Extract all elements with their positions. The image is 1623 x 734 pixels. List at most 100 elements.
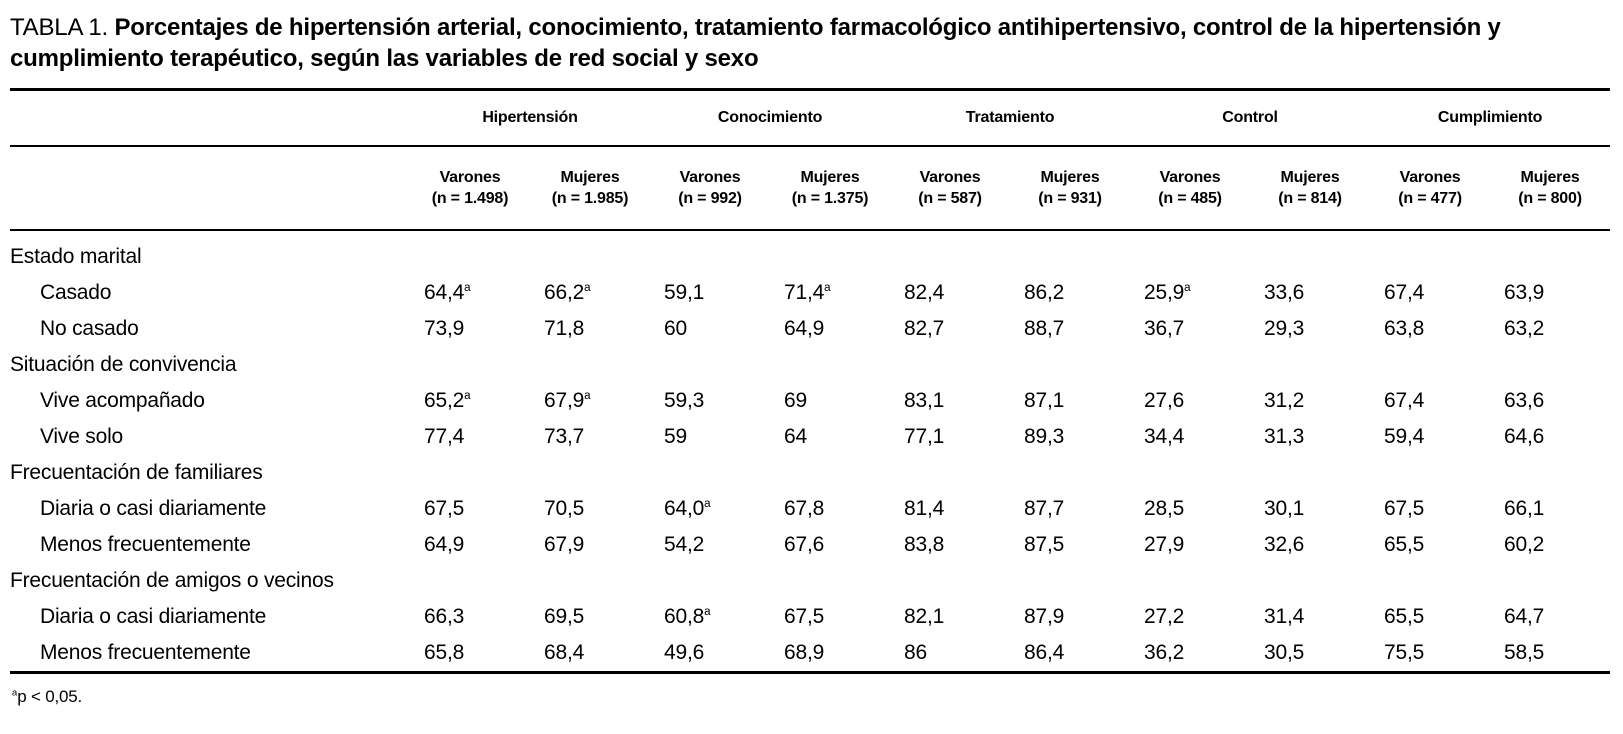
- value-cell: 31,3: [1264, 425, 1305, 448]
- value-cell: 87,7: [1024, 497, 1065, 520]
- significance-marker: a: [464, 282, 471, 294]
- value-cell: 63,9: [1504, 281, 1545, 304]
- value-cell: 64,7: [1504, 605, 1545, 628]
- value-cell: 68,4: [544, 641, 585, 664]
- column-header: Mujeres (n = 931): [1010, 146, 1131, 231]
- n-label: (n = 477): [1398, 190, 1462, 207]
- value-cell: 83,1: [904, 389, 945, 412]
- table-caption: Porcentajes de hipertensión arterial, co…: [10, 14, 1501, 72]
- value-cell: 66,1: [1504, 497, 1545, 520]
- value-cell: 89,3: [1024, 425, 1065, 448]
- value-cell: 59,3: [664, 389, 705, 412]
- value-cell: 27,2: [1144, 605, 1185, 628]
- row-label: Menos frecuentemente: [40, 641, 251, 664]
- value-cell: 82,1: [904, 605, 945, 628]
- value-cell: 59,4: [1384, 425, 1425, 448]
- value-cell: 65,5: [1384, 605, 1425, 628]
- column-header: Varones (n = 485): [1130, 146, 1251, 231]
- n-label: (n = 587): [918, 190, 982, 207]
- row-label: Menos frecuentemente: [40, 533, 251, 556]
- value-cell: 30,5: [1264, 641, 1305, 664]
- table-header: Hipertensión Conocimiento Tratamiento Contr…: [10, 89, 1611, 231]
- table-number: TABLA 1.: [10, 14, 109, 41]
- column-header: Mujeres (n = 814): [1250, 146, 1371, 231]
- column-header: Mujeres (n = 800): [1490, 146, 1611, 231]
- value-cell: 32,6: [1264, 533, 1305, 556]
- data-table: Hipertensión Conocimiento Tratamiento Contr…: [10, 88, 1611, 674]
- column-header: Mujeres (n = 1.985): [530, 146, 651, 231]
- value-cell: 64,4a: [424, 281, 471, 304]
- column-header: Varones (n = 587): [890, 146, 1011, 231]
- value-cell: 67,5: [1384, 497, 1425, 520]
- n-label: (n = 814): [1278, 190, 1342, 207]
- value-cell: 81,4: [904, 497, 945, 520]
- column-header: Varones (n = 1.498): [410, 146, 530, 231]
- value-cell: 86,4: [1024, 641, 1065, 664]
- group-header-5: Cumplimiento: [1370, 89, 1611, 147]
- column-header: Varones (n = 992): [650, 146, 771, 231]
- row-label: Diaria o casi diariamente: [40, 497, 267, 520]
- value-cell: 28,5: [1144, 497, 1185, 520]
- value-cell: 73,9: [424, 317, 465, 340]
- column-header: Varones (n = 477): [1370, 146, 1491, 231]
- value-cell: 77,1: [904, 425, 945, 448]
- value-cell: 64,0a: [664, 497, 711, 520]
- value-cell: 69: [784, 389, 807, 412]
- sex-label: Mujeres: [1040, 169, 1100, 186]
- n-label: (n = 800): [1518, 190, 1582, 207]
- value-cell: 67,5: [424, 497, 465, 520]
- section-label: Situación de convivencia: [10, 353, 237, 376]
- row-label: Diaria o casi diariamente: [40, 605, 267, 628]
- value-cell: 54,2: [664, 533, 705, 556]
- group-header-3: Tratamiento: [890, 89, 1131, 147]
- value-cell: 60,8a: [664, 605, 711, 628]
- value-cell: 27,6: [1144, 389, 1185, 412]
- section-row: Estado marital: [10, 230, 1610, 275]
- row-label: Vive acompañado: [40, 389, 205, 412]
- value-cell: 58,5: [1504, 641, 1545, 664]
- value-cell: 86: [904, 641, 927, 664]
- sex-label: Mujeres: [1520, 169, 1580, 186]
- value-cell: 27,9: [1144, 533, 1185, 556]
- value-cell: 67,8: [784, 497, 825, 520]
- n-label: (n = 1.498): [431, 190, 509, 207]
- group-header-1: Hipertensión: [410, 89, 651, 147]
- corner-cell: [10, 89, 410, 147]
- footnote-text: p < 0,05.: [17, 687, 83, 706]
- value-cell: 65,5: [1384, 533, 1425, 556]
- value-cell: 36,7: [1144, 317, 1185, 340]
- table-row: Casado 64,4a 66,2a 59,1 71,4a 82,4 86,2 25,9a 33…: [10, 275, 1610, 311]
- n-label: (n = 1.375): [791, 190, 869, 207]
- section-label: Frecuentación de amigos o vecinos: [10, 569, 334, 592]
- value-cell: 60: [664, 317, 687, 340]
- significance-marker: a: [1184, 282, 1191, 294]
- table-figure: TABLA 1. Porcentajes de hipertensión art…: [10, 12, 1611, 706]
- value-cell: 63,2: [1504, 317, 1545, 340]
- value-cell: 66,2a: [544, 281, 591, 304]
- section-label: Frecuentación de familiares: [10, 461, 263, 484]
- value-cell: 66,3: [424, 605, 465, 628]
- row-label: No casado: [40, 317, 139, 340]
- n-label: (n = 485): [1158, 190, 1222, 207]
- value-cell: 63,8: [1384, 317, 1425, 340]
- table-title: TABLA 1. Porcentajes de hipertensión art…: [10, 12, 1590, 74]
- value-cell: 82,4: [904, 281, 945, 304]
- table-body: Estado marital Casado 64,4a 66,2a 59,1 71,4a 8…: [10, 230, 1610, 673]
- value-cell: 71,4a: [784, 281, 831, 304]
- value-cell: 36,2: [1144, 641, 1185, 664]
- value-cell: 49,6: [664, 641, 705, 664]
- value-cell: 64,9: [784, 317, 825, 340]
- sex-label: Mujeres: [1280, 169, 1340, 186]
- value-cell: 73,7: [544, 425, 585, 448]
- significance-marker: a: [584, 282, 591, 294]
- table-row: Menos frecuentemente 64,9 67,9 54,2 67,6 83,8…: [10, 527, 1610, 563]
- group-header-row: Hipertensión Conocimiento Tratamiento Contr…: [10, 89, 1611, 147]
- significance-marker: a: [824, 282, 831, 294]
- table-row: Vive solo 77,4 73,7 59 64 77,1 89,3 34,4 31,3 59,…: [10, 419, 1610, 455]
- value-cell: 67,9a: [544, 389, 591, 412]
- value-cell: 77,4: [424, 425, 465, 448]
- row-label: Vive solo: [40, 425, 124, 448]
- section-row: Situación de convivencia: [10, 347, 1610, 383]
- value-cell: 31,2: [1264, 389, 1305, 412]
- table-row: Diaria o casi diariamente 66,3 69,5 60,8a 67…: [10, 599, 1610, 635]
